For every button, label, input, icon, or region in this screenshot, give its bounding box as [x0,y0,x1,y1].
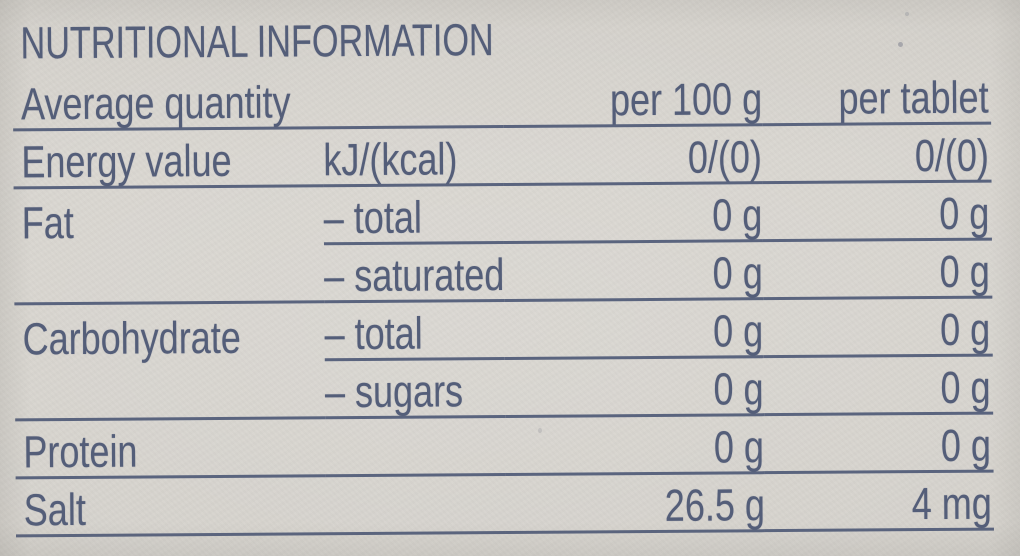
paper-speck [905,12,909,16]
paper-speck [538,428,542,433]
paper-speck [898,42,903,47]
